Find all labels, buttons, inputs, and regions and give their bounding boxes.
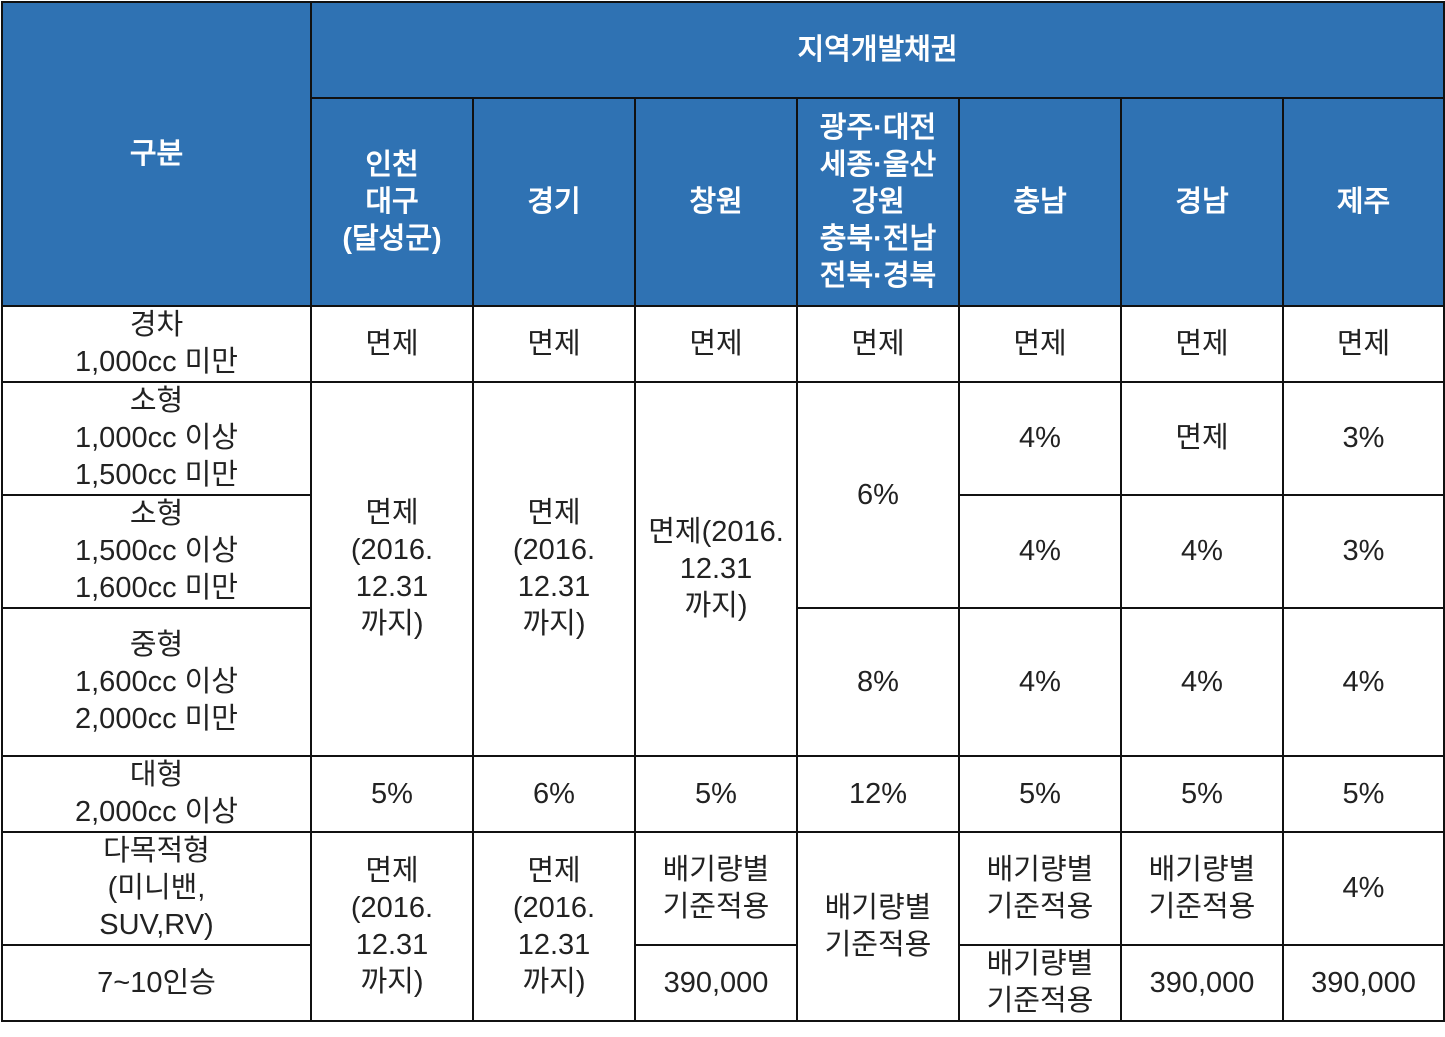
header-region-gyeonggi: 경기 bbox=[472, 97, 636, 307]
cell: 4% bbox=[958, 381, 1122, 496]
cell: 면제 bbox=[958, 305, 1122, 383]
header-region-gwangju-group: 광주·대전 세종·울산 강원 충북·전남 전북·경북 bbox=[796, 97, 960, 307]
header-region-chungnam: 충남 bbox=[958, 97, 1122, 307]
cell-merged: 면제(2016. 12.31 까지) bbox=[634, 381, 798, 757]
cell: 4% bbox=[1282, 607, 1445, 757]
cell: 4% bbox=[1282, 831, 1445, 946]
cell: 4% bbox=[958, 607, 1122, 757]
row-label-7-10-seater: 7~10인승 bbox=[1, 944, 312, 1022]
row-label-small-1500: 소형 1,500cc 이상 1,600cc 미만 bbox=[1, 494, 312, 609]
cell: 12% bbox=[796, 755, 960, 833]
cell: 6% bbox=[472, 755, 636, 833]
cell-merged: 면제 (2016. 12.31 까지) bbox=[472, 381, 636, 757]
cell: 3% bbox=[1282, 381, 1445, 496]
cell-merged: 면제 (2016. 12.31 까지) bbox=[310, 831, 474, 1022]
cell: 3% bbox=[1282, 494, 1445, 609]
cell: 면제 bbox=[796, 305, 960, 383]
cell: 4% bbox=[1120, 607, 1284, 757]
cell: 면제 bbox=[1282, 305, 1445, 383]
cell-merged: 6% bbox=[796, 381, 960, 609]
cell: 4% bbox=[958, 494, 1122, 609]
cell: 5% bbox=[958, 755, 1122, 833]
cell: 5% bbox=[1282, 755, 1445, 833]
cell: 8% bbox=[796, 607, 960, 757]
header-region-jeju: 제주 bbox=[1282, 97, 1445, 307]
cell: 면제 bbox=[634, 305, 798, 383]
header-category: 구분 bbox=[1, 1, 312, 307]
header-region-gyeongnam: 경남 bbox=[1120, 97, 1284, 307]
cell: 5% bbox=[1120, 755, 1284, 833]
cell: 4% bbox=[1120, 494, 1284, 609]
cell: 면제 bbox=[472, 305, 636, 383]
row-label-midsize: 중형 1,600cc 이상 2,000cc 미만 bbox=[1, 607, 312, 757]
cell: 배기량별 기준적용 bbox=[958, 831, 1122, 946]
header-region-changwon: 창원 bbox=[634, 97, 798, 307]
row-label-small-1000: 소형 1,000cc 이상 1,500cc 미만 bbox=[1, 381, 312, 496]
row-label-compact: 경차 1,000cc 미만 bbox=[1, 305, 312, 383]
cell-merged: 배기량별 기준적용 bbox=[796, 831, 960, 1022]
cell: 배기량별 기준적용 bbox=[958, 944, 1122, 1022]
cell: 면제 bbox=[1120, 381, 1284, 496]
row-label-multipurpose: 다목적형 (미니밴, SUV,RV) bbox=[1, 831, 312, 946]
cell: 5% bbox=[634, 755, 798, 833]
cell: 면제 bbox=[310, 305, 474, 383]
cell: 390,000 bbox=[634, 944, 798, 1022]
cell: 면제 bbox=[1120, 305, 1284, 383]
cell: 390,000 bbox=[1282, 944, 1445, 1022]
cell: 배기량별 기준적용 bbox=[1120, 831, 1284, 946]
cell: 390,000 bbox=[1120, 944, 1284, 1022]
cell-merged: 면제 (2016. 12.31 까지) bbox=[310, 381, 474, 757]
cell: 배기량별 기준적용 bbox=[634, 831, 798, 946]
header-region-incheon-daegu: 인천 대구 (달성군) bbox=[310, 97, 474, 307]
header-regional-bond: 지역개발채권 bbox=[310, 1, 1445, 99]
row-label-large: 대형 2,000cc 이상 bbox=[1, 755, 312, 833]
cell: 5% bbox=[310, 755, 474, 833]
cell-merged: 면제 (2016. 12.31 까지) bbox=[472, 831, 636, 1022]
